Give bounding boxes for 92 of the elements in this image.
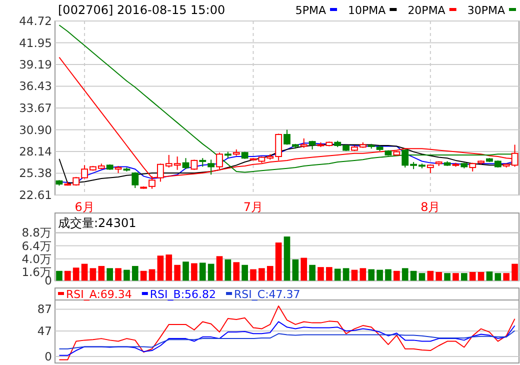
bar — [81, 264, 88, 281]
bar — [242, 264, 248, 281]
bar — [275, 242, 282, 281]
bar — [512, 264, 518, 281]
bar — [461, 273, 468, 281]
bar — [300, 258, 308, 281]
bar — [469, 272, 476, 281]
bar — [250, 269, 256, 281]
y-tick-label: 0 — [44, 349, 52, 364]
y-tick-label: 6.4万 — [22, 238, 52, 253]
y-tick-label: 39.19 — [19, 58, 52, 72]
bar — [266, 266, 274, 281]
y-tick-label: 22.61 — [19, 188, 52, 202]
bar — [216, 256, 223, 281]
bar — [56, 270, 62, 281]
bar — [292, 259, 299, 281]
bar — [208, 264, 214, 281]
bar — [452, 273, 459, 281]
bar — [318, 267, 324, 281]
candlestick — [300, 138, 308, 148]
x-tick-label: 6月 — [74, 200, 94, 214]
chart-title: [002706] 2016-08-15 15:00 — [58, 3, 226, 17]
bar — [494, 273, 502, 281]
bar — [124, 270, 130, 281]
bar — [368, 269, 375, 281]
bar — [166, 254, 172, 281]
bar — [258, 268, 265, 281]
legend-label: 20PMA — [408, 4, 446, 17]
bar — [486, 271, 493, 281]
bar — [410, 270, 417, 281]
candlestick — [216, 152, 223, 170]
candlestick — [190, 159, 198, 170]
y-tick-label: 33.67 — [19, 100, 52, 115]
bar — [148, 269, 156, 281]
bar — [351, 270, 358, 281]
line-series — [58, 321, 516, 356]
bar — [199, 262, 206, 281]
bar — [132, 266, 138, 281]
bar — [394, 270, 400, 281]
bar — [326, 267, 332, 281]
line-series — [58, 305, 516, 360]
y-tick-label: 30.90 — [19, 122, 52, 137]
candlestick — [182, 158, 190, 170]
bar — [140, 270, 147, 281]
bar — [115, 268, 122, 281]
bar — [360, 268, 366, 281]
bar — [98, 266, 105, 281]
bar — [233, 262, 240, 281]
bar — [402, 268, 408, 281]
bar — [174, 264, 180, 281]
bar — [64, 270, 71, 281]
bar — [106, 268, 113, 281]
bar — [334, 268, 341, 281]
x-tick-label: 7月 — [243, 200, 264, 214]
y-tick-label: 4.0万 — [22, 252, 52, 266]
legend-label: RSI_A:69.34 — [66, 288, 132, 301]
y-tick-label: 47 — [37, 324, 52, 338]
y-tick-label: 25.38 — [19, 166, 52, 180]
y-tick-label: 44.72 — [19, 14, 52, 28]
bar — [157, 256, 164, 281]
candlestick — [208, 159, 215, 176]
line-series — [58, 330, 516, 350]
bar — [224, 259, 232, 281]
y-tick-label: 41.95 — [19, 36, 52, 50]
legend-label: 5PMA — [295, 4, 326, 17]
legend-label: 10PMA — [348, 4, 386, 17]
bar — [503, 273, 510, 281]
bar — [90, 268, 96, 281]
bar — [444, 273, 450, 281]
x-tick-label: 8月 — [420, 200, 440, 214]
legend-label: RSI_B:56.82 — [150, 288, 216, 301]
bar — [72, 268, 80, 281]
y-tick-label: 87 — [37, 302, 52, 316]
bar — [478, 272, 484, 281]
bar — [418, 273, 426, 281]
y-tick-label: 36.43 — [19, 79, 52, 94]
bar — [342, 268, 350, 281]
y-tick-label: 28.14 — [19, 144, 52, 158]
bar — [436, 272, 442, 281]
bar — [385, 269, 392, 281]
y-tick-label: 1.6万 — [22, 264, 52, 279]
legend-label: RSI_C:47.37 — [234, 288, 300, 301]
bar — [191, 263, 198, 281]
candlestick — [132, 172, 139, 188]
legend-label: 30PMA — [467, 4, 506, 17]
bar — [376, 270, 383, 281]
chart-title: 成交量:24301 — [58, 216, 136, 230]
y-tick-label: 8.8万 — [22, 226, 52, 240]
bar — [427, 270, 434, 281]
bar — [284, 236, 290, 281]
bar — [309, 264, 316, 281]
bar — [182, 262, 189, 281]
